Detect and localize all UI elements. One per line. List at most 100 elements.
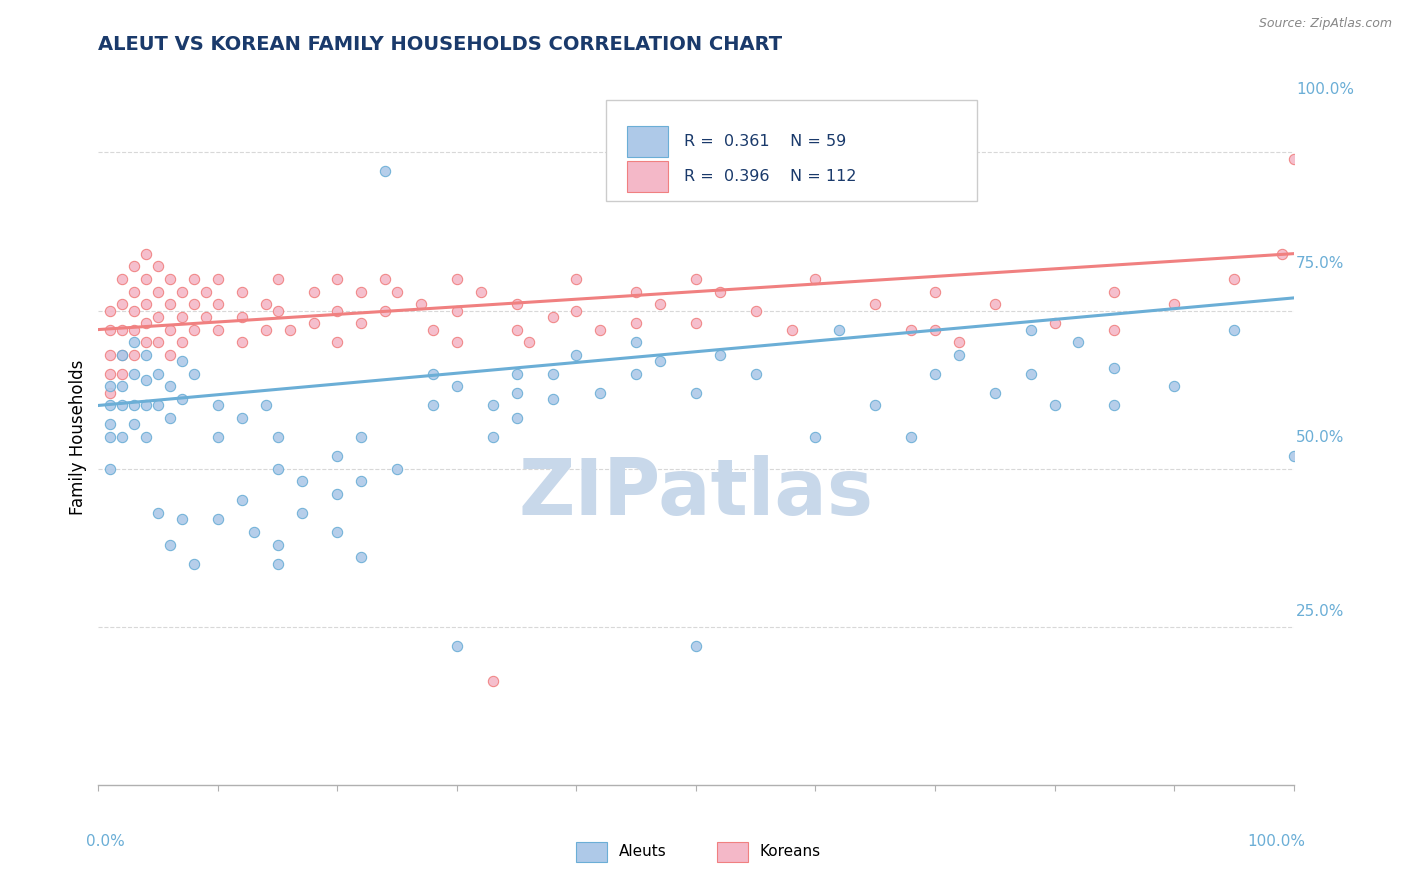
Point xyxy=(98,348,122,362)
Point xyxy=(111,430,134,444)
Point xyxy=(326,487,349,501)
Point xyxy=(506,411,529,425)
Point xyxy=(385,285,409,299)
Point xyxy=(159,348,181,362)
Point xyxy=(648,354,672,368)
Point xyxy=(172,392,194,406)
Point xyxy=(267,430,290,444)
Point xyxy=(231,493,253,508)
Point xyxy=(624,316,647,330)
Point xyxy=(183,322,205,336)
Point xyxy=(924,285,946,299)
Point xyxy=(135,297,157,311)
Point xyxy=(685,385,707,400)
Text: R =  0.361    N = 59: R = 0.361 N = 59 xyxy=(685,134,846,149)
Point xyxy=(374,164,396,178)
Point xyxy=(481,673,505,688)
Point xyxy=(1102,285,1125,299)
Point xyxy=(148,310,170,324)
Point xyxy=(745,303,768,318)
Point xyxy=(648,297,672,311)
Point xyxy=(506,385,529,400)
Point xyxy=(135,272,157,286)
Point xyxy=(350,430,373,444)
Point xyxy=(267,272,290,286)
Point xyxy=(290,475,312,489)
Point xyxy=(709,285,731,299)
Point xyxy=(183,297,205,311)
Text: 50.0%: 50.0% xyxy=(1296,430,1344,444)
Point xyxy=(124,367,146,381)
Point xyxy=(685,316,707,330)
Point xyxy=(541,392,564,406)
Text: 0.0%: 0.0% xyxy=(87,834,125,848)
Point xyxy=(470,285,492,299)
Point xyxy=(111,399,134,413)
Point xyxy=(111,367,134,381)
Point xyxy=(900,430,922,444)
Point xyxy=(1102,360,1125,375)
Point xyxy=(446,379,468,393)
Point xyxy=(350,475,373,489)
Point xyxy=(624,285,647,299)
Point xyxy=(135,348,157,362)
Point xyxy=(863,399,886,413)
Point xyxy=(172,512,194,526)
Point xyxy=(589,322,612,336)
Point xyxy=(302,285,325,299)
Point xyxy=(98,417,122,432)
Point xyxy=(124,303,146,318)
Point xyxy=(183,272,205,286)
Point xyxy=(302,316,325,330)
Point xyxy=(111,379,134,393)
Point xyxy=(135,335,157,350)
Text: Koreans: Koreans xyxy=(759,845,820,859)
Point xyxy=(98,385,122,400)
Point xyxy=(148,285,170,299)
Point xyxy=(290,506,312,520)
Point xyxy=(172,354,194,368)
Point xyxy=(374,272,396,286)
Text: ZIPatlas: ZIPatlas xyxy=(519,455,873,531)
Point xyxy=(1102,399,1125,413)
Bar xyxy=(627,126,668,157)
Point xyxy=(1222,272,1246,286)
Point xyxy=(254,399,277,413)
Point xyxy=(422,399,444,413)
Point xyxy=(1163,297,1185,311)
Point xyxy=(624,367,647,381)
Point xyxy=(159,272,181,286)
Point xyxy=(124,260,146,274)
Point xyxy=(804,272,827,286)
Point xyxy=(983,385,1005,400)
Point xyxy=(924,322,946,336)
Point xyxy=(98,322,122,336)
Point xyxy=(267,538,290,552)
Point xyxy=(183,367,205,381)
Text: 75.0%: 75.0% xyxy=(1296,256,1344,270)
Point xyxy=(267,557,290,571)
Point xyxy=(254,322,277,336)
Point xyxy=(98,367,122,381)
Point xyxy=(374,303,396,318)
Point xyxy=(124,335,146,350)
Point xyxy=(948,348,970,362)
Point xyxy=(1043,316,1066,330)
Point xyxy=(98,303,122,318)
Point xyxy=(111,348,134,362)
Point xyxy=(231,411,253,425)
Point xyxy=(1102,322,1125,336)
Point xyxy=(124,285,146,299)
Point xyxy=(207,399,229,413)
Point xyxy=(446,303,468,318)
Point xyxy=(326,303,349,318)
Point xyxy=(124,399,146,413)
Point xyxy=(1282,152,1305,166)
Point xyxy=(326,272,349,286)
Point xyxy=(589,385,612,400)
Point xyxy=(411,297,433,311)
Point xyxy=(350,285,373,299)
Point xyxy=(1043,399,1066,413)
Point xyxy=(148,399,170,413)
Point xyxy=(207,272,229,286)
